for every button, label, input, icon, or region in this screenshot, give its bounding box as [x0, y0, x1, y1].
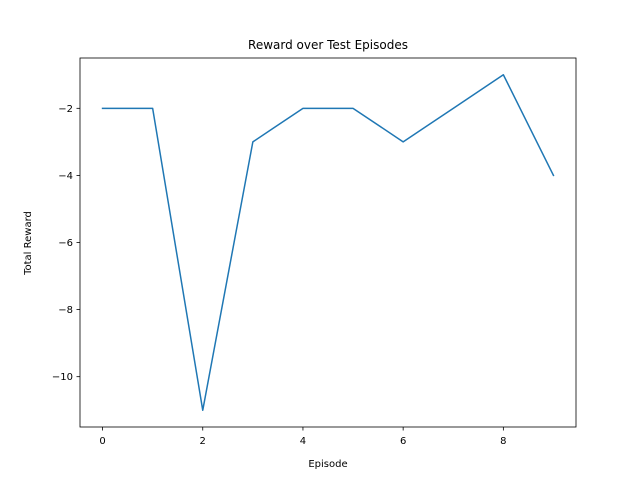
x-tick-label-4: 8	[500, 436, 506, 447]
x-tick-label-1: 2	[200, 436, 206, 447]
x-tick-label-2: 4	[300, 436, 306, 447]
x-tick-label-3: 6	[400, 436, 406, 447]
chart-title: Reward over Test Episodes	[248, 38, 408, 52]
y-tick-label-4: −2	[58, 104, 73, 115]
y-tick-label-1: −8	[58, 305, 73, 316]
series-line-0	[101, 74, 555, 411]
x-tick-label-0: 0	[99, 436, 105, 447]
plot-area: 0 2 4 6 8 −10 −8 −6 −4 −2	[52, 57, 577, 447]
y-tick-label-2: −6	[58, 238, 73, 249]
y-axis-label: Total Reward	[23, 211, 34, 276]
x-axis-label: Episode	[308, 459, 347, 470]
y-tick-label-0: −10	[52, 372, 73, 383]
y-tick-label-3: −4	[58, 171, 73, 182]
